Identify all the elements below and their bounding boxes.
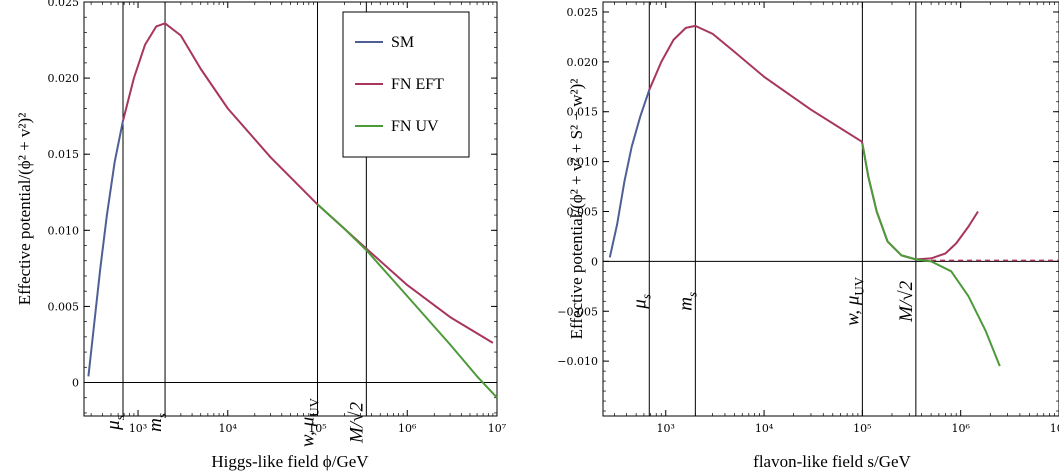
x-tick-label: 10⁵ <box>308 422 326 435</box>
y-tick-label: 0.015 <box>567 106 599 119</box>
y-tick-label: 0.010 <box>48 224 80 237</box>
marker-label: w, μUV <box>298 397 322 447</box>
y-tick-label: 0.010 <box>567 156 599 169</box>
x-tick-label: 10⁵ <box>853 422 871 435</box>
marker-label: μs <box>629 294 653 310</box>
y-tick-label: 0.020 <box>48 72 80 85</box>
x-tick-label: 10⁶ <box>951 422 970 435</box>
y-tick-label: 0.005 <box>567 205 599 218</box>
y-tick-label: 0.005 <box>48 300 80 313</box>
chart-1: 0 0.005 0.010 0.015 0.020 0.025 10³ 10⁴ 10⁵ 10⁶ 10… <box>15 0 507 471</box>
marker-label: μs <box>103 415 127 431</box>
series-line-sm <box>87 120 124 377</box>
x-tick-label: 10⁴ <box>219 422 238 435</box>
y-tick-label: 0 <box>591 255 598 268</box>
x-axis-label: Higgs-like field ϕ/GeV <box>211 452 369 471</box>
legend: SM FN EFT FN UV <box>342 11 470 158</box>
legend-label: FN EFT <box>391 76 444 93</box>
x-tick-label: 10⁴ <box>755 422 774 435</box>
x-axis-label: flavon-like field s/GeV <box>753 452 911 471</box>
marker-label: w, μUV <box>842 276 866 326</box>
x-tick-label: 10³ <box>129 422 147 435</box>
legend-label: FN UV <box>391 118 439 135</box>
series-line-fn-uv <box>316 203 498 399</box>
x-tick-label: 10³ <box>657 422 675 435</box>
x-tick-label: 10⁷ <box>1050 422 1059 435</box>
series-line-sm <box>608 89 651 258</box>
marker-label: M/√2 <box>896 280 917 323</box>
y-tick-label: 0.025 <box>567 6 599 19</box>
y-tick-label: 0 <box>72 377 79 390</box>
x-tick-label: 10⁶ <box>398 422 417 435</box>
x-tick-label: 10⁷ <box>488 422 507 435</box>
marker-label: ms <box>145 413 169 432</box>
series-line-fn-uv <box>861 143 1001 367</box>
plot-frame <box>602 1 1059 417</box>
series-line-fn-eft <box>648 24 979 261</box>
y-tick-label: 0.015 <box>48 148 80 161</box>
chart-2: −0.010 −0.005 0 0.005 0.010 0.015 0.020 0.025 10… <box>557 1 1059 471</box>
series-line-fn-eft <box>122 22 494 344</box>
marker-label: M/√2 <box>346 402 367 445</box>
y-tick-label: −0.005 <box>557 305 598 318</box>
y-tick-label: 0.020 <box>567 56 599 69</box>
legend-label: SM <box>391 34 414 51</box>
y-tick-label: 0.025 <box>48 0 80 9</box>
y-axis-label: Effective potential/(ϕ² + v² + S² − w²)² <box>567 79 586 340</box>
y-axis-label: Effective potential/(ϕ² + v²)² <box>15 113 34 306</box>
y-tick-label: −0.010 <box>557 355 598 368</box>
marker-label: ms <box>675 292 699 311</box>
